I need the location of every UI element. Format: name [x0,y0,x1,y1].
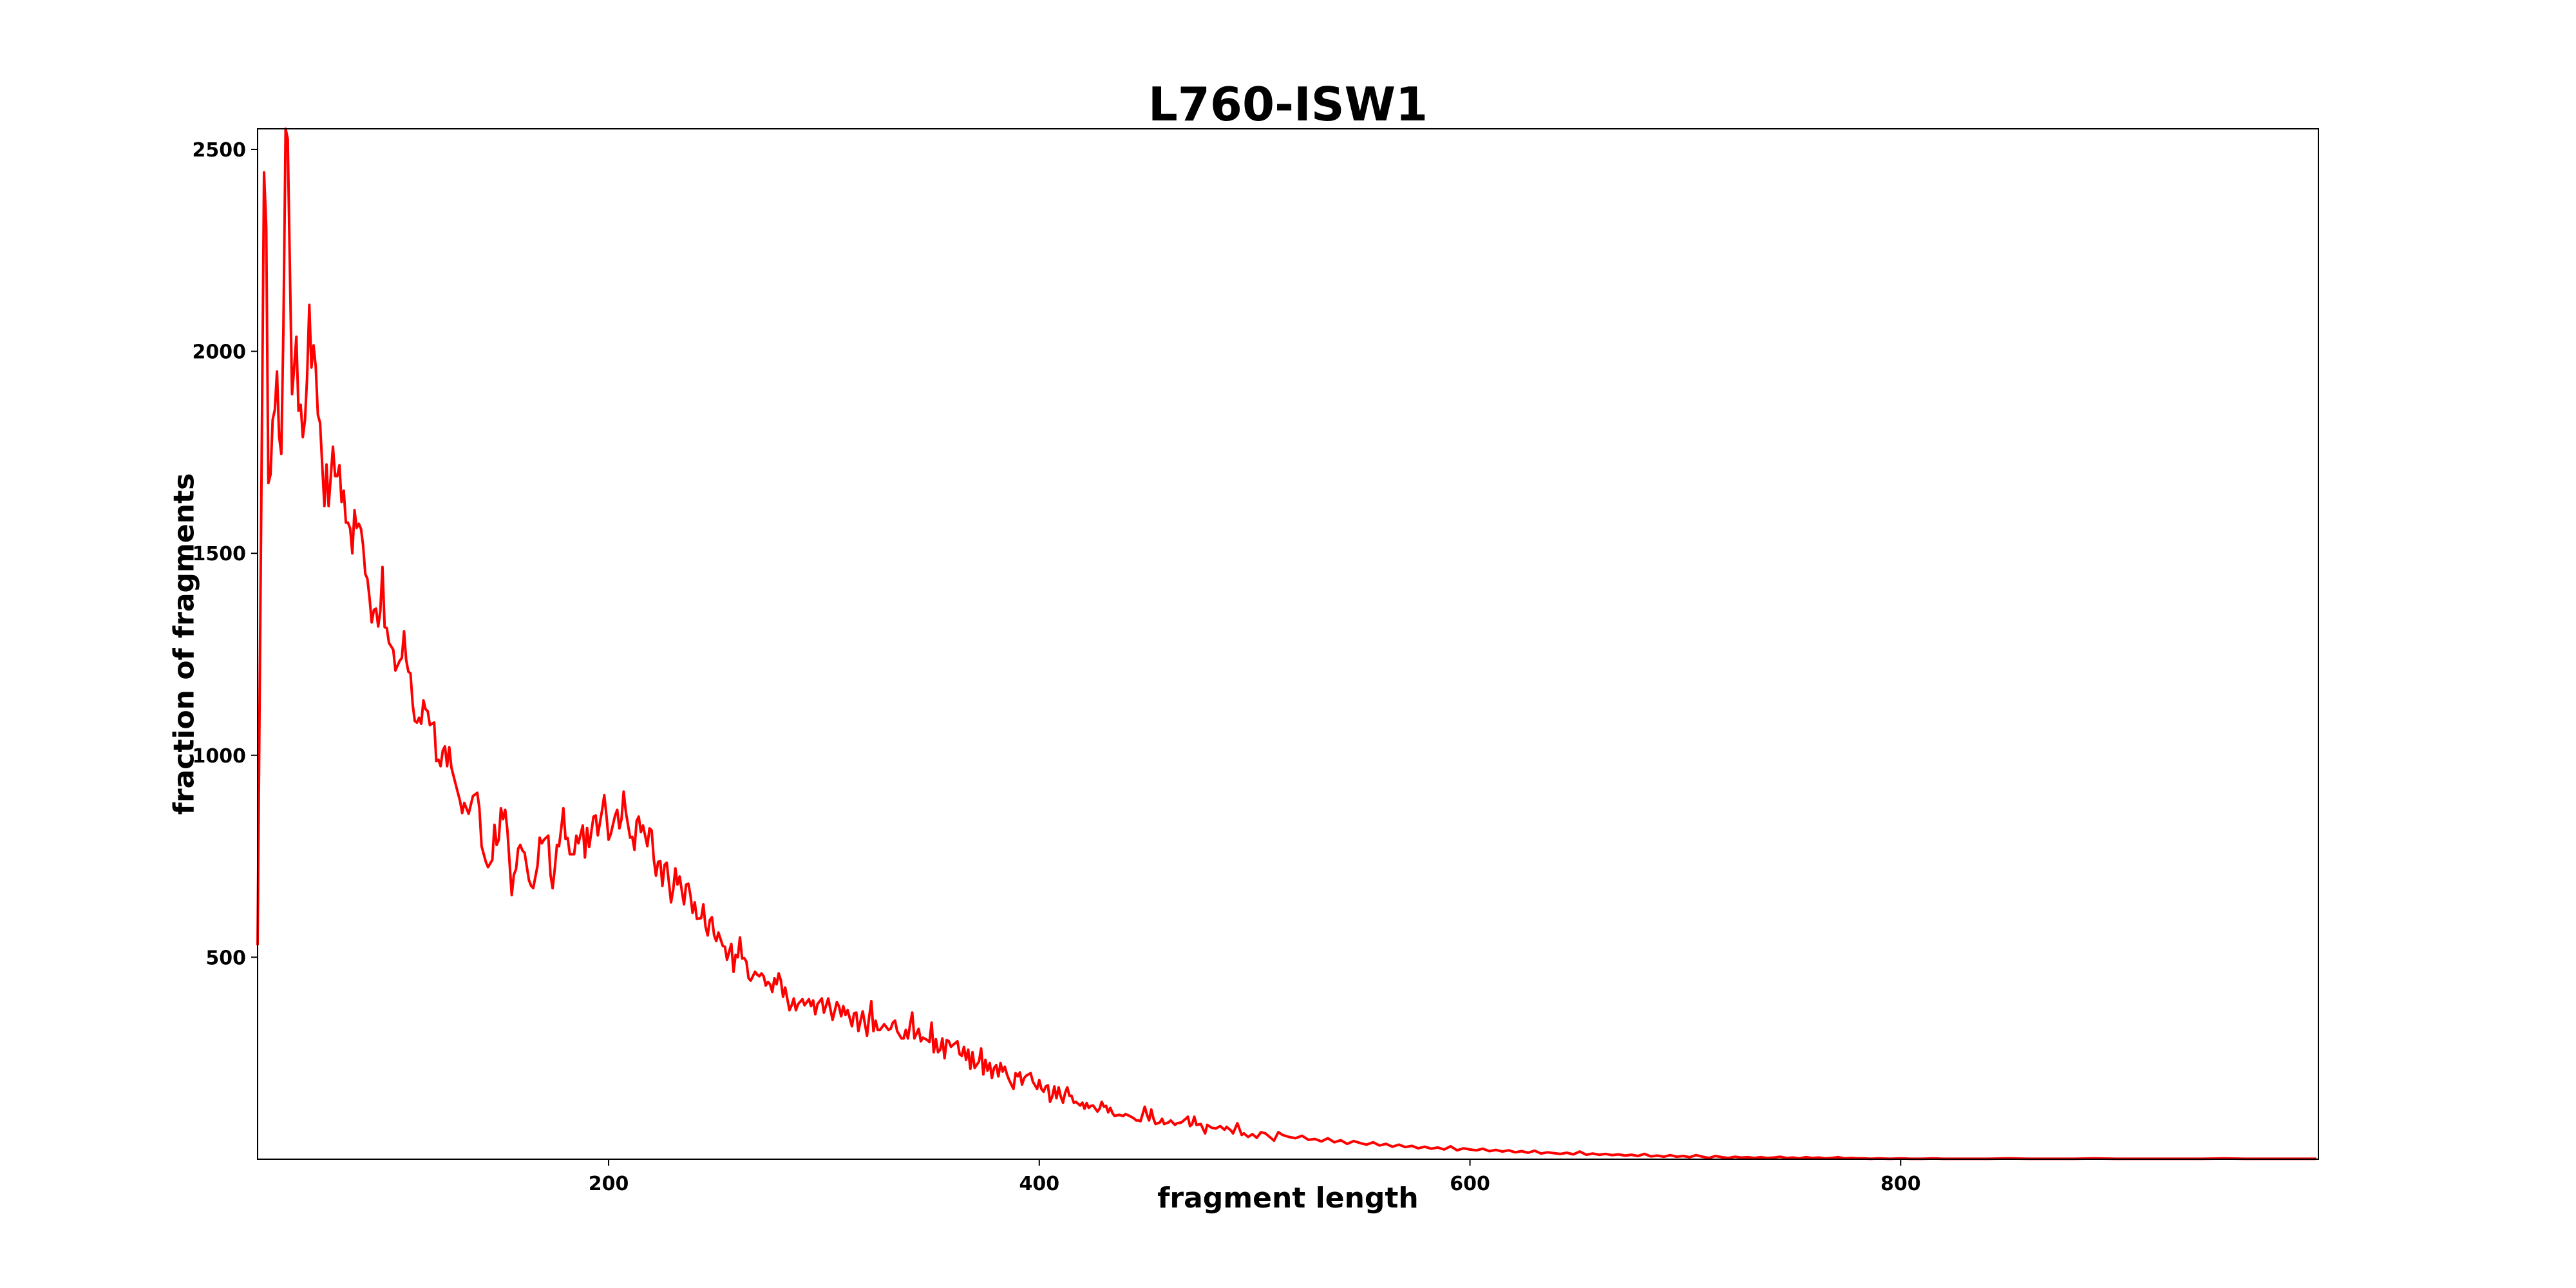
x-tick-label: 600 [1450,1173,1490,1195]
series-line [256,128,2316,1160]
x-tick-label: 800 [1880,1173,1921,1195]
y-tick-label: 1000 [193,745,247,768]
plot-frame [257,128,2319,1160]
axis-ticks: 200 400 600 800 500 1000 1500 2000 2500 [193,139,1921,1195]
x-tick-label: 400 [1019,1173,1059,1195]
y-axis-label: fraction of fragments [167,473,201,815]
x-axis-label: fragment length [1157,1182,1419,1215]
y-tick-label: 2500 [193,139,247,162]
chart-title: L760-ISW1 [1148,77,1428,131]
y-tick-label: 500 [205,947,246,969]
x-tick-label: 200 [589,1173,629,1195]
y-tick-label: 2000 [193,341,247,364]
y-tick-label: 1500 [193,543,247,565]
